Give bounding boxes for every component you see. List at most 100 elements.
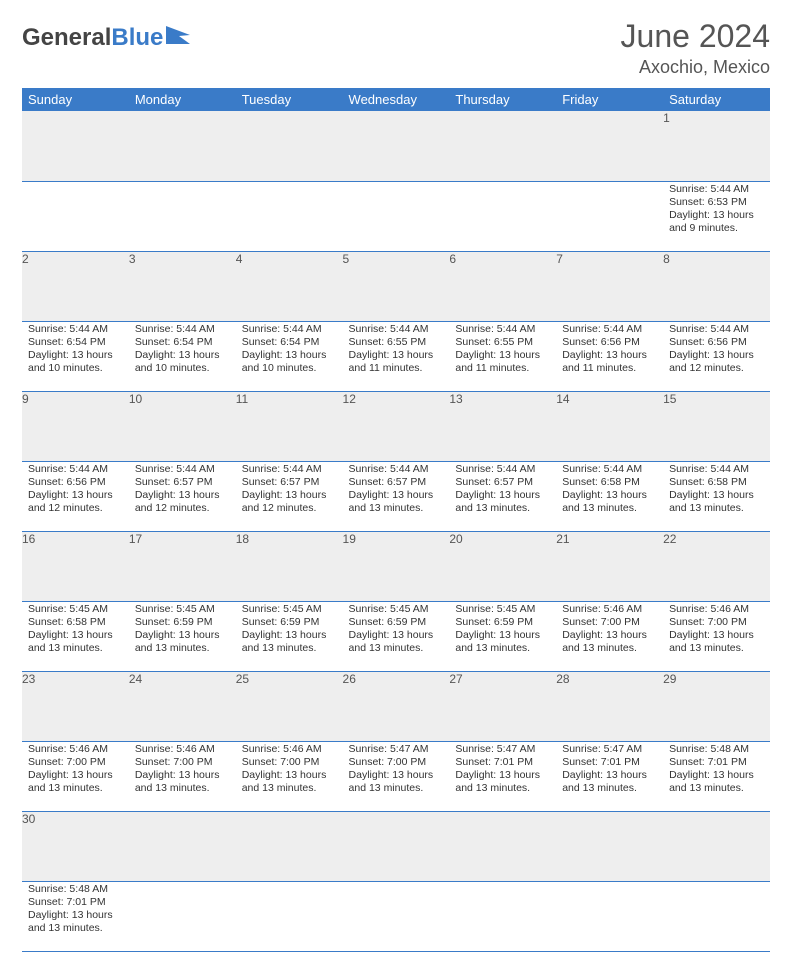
day-content-row: Sunrise: 5:48 AMSunset: 7:01 PMDaylight:… [22,881,770,951]
day-number-cell: 20 [449,531,556,601]
day-content-row: Sunrise: 5:44 AMSunset: 6:53 PMDaylight:… [22,181,770,251]
logo-text-blue: Blue [111,24,163,52]
sunrise-text: Sunrise: 5:44 AM [562,323,657,336]
sunset-text: Sunset: 6:57 PM [135,476,230,489]
day-content-cell: Sunrise: 5:44 AMSunset: 6:57 PMDaylight:… [343,461,450,531]
sunrise-text: Sunrise: 5:44 AM [455,463,550,476]
day-content-cell: Sunrise: 5:46 AMSunset: 7:00 PMDaylight:… [129,741,236,811]
logo-text-dark: General [22,24,111,52]
day-details: Sunrise: 5:45 AMSunset: 6:59 PMDaylight:… [449,602,556,658]
weekday-header: Tuesday [236,88,343,111]
daylight-text: Daylight: 13 hours and 13 minutes. [455,629,550,655]
sunset-text: Sunset: 7:00 PM [562,616,657,629]
day-number-cell [129,811,236,881]
daylight-text: Daylight: 13 hours and 13 minutes. [562,489,657,515]
calendar-table: Sunday Monday Tuesday Wednesday Thursday… [22,88,770,952]
sunrise-text: Sunrise: 5:44 AM [135,463,230,476]
day-number-cell: 25 [236,671,343,741]
sunrise-text: Sunrise: 5:45 AM [455,603,550,616]
day-content-cell: Sunrise: 5:44 AMSunset: 6:58 PMDaylight:… [663,461,770,531]
day-details: Sunrise: 5:46 AMSunset: 7:00 PMDaylight:… [22,742,129,798]
day-number-cell: 18 [236,531,343,601]
day-number-cell [129,111,236,181]
day-number-cell: 15 [663,391,770,461]
day-content-cell [343,881,450,951]
daylight-text: Daylight: 13 hours and 13 minutes. [28,629,123,655]
sunset-text: Sunset: 7:01 PM [28,896,123,909]
sunset-text: Sunset: 7:01 PM [669,756,764,769]
day-content-cell [449,881,556,951]
sunset-text: Sunset: 6:53 PM [669,196,764,209]
sunset-text: Sunset: 6:55 PM [455,336,550,349]
day-details: Sunrise: 5:47 AMSunset: 7:01 PMDaylight:… [449,742,556,798]
sunrise-text: Sunrise: 5:44 AM [242,463,337,476]
day-number-cell [236,811,343,881]
daylight-text: Daylight: 13 hours and 13 minutes. [669,489,764,515]
day-details: Sunrise: 5:46 AMSunset: 7:00 PMDaylight:… [556,602,663,658]
sunrise-text: Sunrise: 5:46 AM [242,743,337,756]
sunset-text: Sunset: 6:57 PM [455,476,550,489]
day-content-cell: Sunrise: 5:44 AMSunset: 6:56 PMDaylight:… [22,461,129,531]
day-content-cell: Sunrise: 5:44 AMSunset: 6:55 PMDaylight:… [343,321,450,391]
sunset-text: Sunset: 7:00 PM [242,756,337,769]
day-details: Sunrise: 5:44 AMSunset: 6:54 PMDaylight:… [129,322,236,378]
sunrise-text: Sunrise: 5:45 AM [349,603,444,616]
day-number-cell: 17 [129,531,236,601]
day-content-row: Sunrise: 5:46 AMSunset: 7:00 PMDaylight:… [22,741,770,811]
sunrise-text: Sunrise: 5:45 AM [135,603,230,616]
day-number-cell [556,811,663,881]
day-number-cell: 11 [236,391,343,461]
weekday-header: Friday [556,88,663,111]
sunrise-text: Sunrise: 5:45 AM [28,603,123,616]
day-content-cell: Sunrise: 5:44 AMSunset: 6:57 PMDaylight:… [236,461,343,531]
day-number-cell: 16 [22,531,129,601]
day-details: Sunrise: 5:44 AMSunset: 6:56 PMDaylight:… [556,322,663,378]
day-details: Sunrise: 5:44 AMSunset: 6:55 PMDaylight:… [343,322,450,378]
daylight-text: Daylight: 13 hours and 11 minutes. [349,349,444,375]
daylight-text: Daylight: 13 hours and 9 minutes. [669,209,764,235]
day-content-cell: Sunrise: 5:44 AMSunset: 6:54 PMDaylight:… [22,321,129,391]
day-number-cell: 22 [663,531,770,601]
day-number-cell: 12 [343,391,450,461]
day-number-cell: 7 [556,251,663,321]
day-number-cell: 8 [663,251,770,321]
daylight-text: Daylight: 13 hours and 11 minutes. [562,349,657,375]
sunset-text: Sunset: 7:00 PM [135,756,230,769]
day-details: Sunrise: 5:45 AMSunset: 6:59 PMDaylight:… [343,602,450,658]
sunset-text: Sunset: 6:58 PM [669,476,764,489]
sunrise-text: Sunrise: 5:44 AM [349,463,444,476]
day-details: Sunrise: 5:48 AMSunset: 7:01 PMDaylight:… [22,882,129,938]
sunrise-text: Sunrise: 5:44 AM [562,463,657,476]
day-number-cell: 5 [343,251,450,321]
daylight-text: Daylight: 13 hours and 13 minutes. [669,769,764,795]
day-content-cell [556,181,663,251]
sunrise-text: Sunrise: 5:44 AM [135,323,230,336]
day-details: Sunrise: 5:47 AMSunset: 7:01 PMDaylight:… [556,742,663,798]
day-details: Sunrise: 5:45 AMSunset: 6:59 PMDaylight:… [129,602,236,658]
sunrise-text: Sunrise: 5:46 AM [135,743,230,756]
weekday-header: Sunday [22,88,129,111]
day-content-cell: Sunrise: 5:44 AMSunset: 6:56 PMDaylight:… [556,321,663,391]
day-content-cell [236,881,343,951]
day-content-cell [449,181,556,251]
sunset-text: Sunset: 7:00 PM [28,756,123,769]
day-number-cell: 3 [129,251,236,321]
day-number-cell: 6 [449,251,556,321]
sunset-text: Sunset: 6:58 PM [562,476,657,489]
sunrise-text: Sunrise: 5:47 AM [455,743,550,756]
day-content-row: Sunrise: 5:44 AMSunset: 6:56 PMDaylight:… [22,461,770,531]
sunrise-text: Sunrise: 5:44 AM [669,183,764,196]
day-number-row: 30 [22,811,770,881]
day-number-cell [236,111,343,181]
sunset-text: Sunset: 6:59 PM [349,616,444,629]
day-details: Sunrise: 5:48 AMSunset: 7:01 PMDaylight:… [663,742,770,798]
day-content-cell [663,881,770,951]
day-number-cell: 21 [556,531,663,601]
day-number-cell: 23 [22,671,129,741]
daylight-text: Daylight: 13 hours and 13 minutes. [669,629,764,655]
location: Axochio, Mexico [621,57,770,78]
day-details: Sunrise: 5:45 AMSunset: 6:58 PMDaylight:… [22,602,129,658]
daylight-text: Daylight: 13 hours and 10 minutes. [242,349,337,375]
day-number-cell: 2 [22,251,129,321]
day-content-cell: Sunrise: 5:44 AMSunset: 6:58 PMDaylight:… [556,461,663,531]
